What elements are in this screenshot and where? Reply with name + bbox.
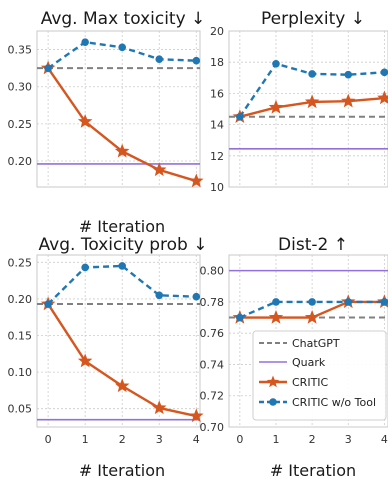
y-tick-label: 0.05 [8, 403, 33, 416]
y-tick-label: 0.70 [200, 421, 225, 434]
legend-label: Quark [292, 356, 326, 369]
y-tick-label: 12 [210, 150, 224, 163]
x-axis-label: # Iteration [79, 461, 165, 480]
panel-avg-max-toxicity: Avg. Max toxicity ↓ # Iteration 0.20 0.25… [8, 9, 206, 236]
panel-title: Perplexity ↓ [261, 9, 365, 29]
critic-wo-tool-marker [344, 298, 353, 306]
critic-wo-tool-marker [236, 313, 244, 322]
x-tick-label: 0 [236, 433, 243, 446]
y-tick-label: 0.25 [8, 118, 33, 131]
y-tick-label: 0.30 [8, 81, 33, 94]
critic-star-marker [189, 173, 204, 188]
critic-star-marker [152, 162, 167, 177]
critic-wo-tool-marker [192, 292, 201, 301]
y-tick-label: 0.74 [200, 358, 225, 371]
x-tick-label: 3 [156, 433, 163, 446]
x-tick-label: 4 [381, 433, 388, 446]
panel-perplexity: Perplexity ↓ 10 12 14 16 18 20 [210, 9, 388, 194]
critic-wo-tool-marker [81, 38, 89, 46]
y-tick-label: 0.10 [8, 366, 33, 379]
legend-box [252, 330, 387, 421]
critic-wo-tool-marker [344, 70, 353, 79]
critic-star-marker [304, 309, 320, 324]
legend: ChatGPT Quark CRITIC CRITIC w/o Tool [252, 330, 387, 421]
legend-label: CRITIC [292, 376, 329, 389]
x-tick-label: 2 [309, 433, 316, 446]
plot-area [36, 254, 201, 428]
y-tick-label: 0.20 [8, 293, 33, 306]
critic-wo-tool-marker [308, 70, 316, 78]
y-tick-label: 0.15 [8, 330, 33, 343]
x-tick-label: 1 [82, 433, 89, 446]
critic-wo-tool-marker [308, 298, 316, 306]
critic-wo-tool-series-line [47, 264, 197, 305]
x-tick-label: 4 [193, 433, 200, 446]
critic-star-marker [114, 378, 130, 393]
y-tick-label: 0.25 [8, 256, 33, 269]
legend-star-marker [266, 375, 280, 388]
x-tick-label: 1 [272, 433, 279, 446]
critic-wo-tool-marker [380, 298, 388, 306]
critic-star-marker [268, 309, 284, 324]
y-tick-label: 14 [210, 119, 224, 132]
critic-star-marker [341, 93, 356, 108]
critic-wo-tool-marker [118, 262, 127, 270]
plot-area [228, 30, 388, 188]
critic-star-marker [189, 408, 204, 423]
critic-wo-tool-marker [155, 291, 164, 300]
critic-wo-tool-marker [44, 300, 52, 308]
critic-wo-tool-marker [155, 55, 164, 64]
critic-wo-tool-marker [272, 59, 280, 68]
critic-wo-tool-marker [236, 113, 244, 121]
critic-star-marker [77, 114, 93, 128]
critic-wo-tool-marker [380, 68, 388, 77]
x-axis-label: # Iteration [270, 461, 356, 480]
x-axis-label: # Iteration [79, 217, 165, 236]
critic-star-marker [77, 353, 93, 368]
y-tick-label: 16 [210, 87, 224, 100]
y-tick-label: 0.20 [8, 155, 33, 168]
critic-wo-tool-marker [118, 43, 127, 52]
critic-star-marker [377, 90, 388, 105]
legend-label: CRITIC w/o Tool [292, 396, 376, 409]
y-tick-label: 18 [210, 56, 224, 69]
critic-wo-tool-marker [272, 298, 280, 306]
y-tick-label: 0.35 [8, 44, 33, 57]
y-tick-label: 10 [210, 181, 224, 194]
y-tick-label: 0.80 [200, 265, 225, 278]
y-tick-label: 20 [210, 25, 224, 38]
panel-title: Avg. Toxicity prob ↓ [39, 235, 208, 255]
critic-star-marker [268, 99, 284, 114]
y-tick-label: 0.76 [200, 327, 225, 340]
x-tick-label: 2 [119, 433, 126, 446]
critic-wo-tool-marker [192, 56, 201, 65]
legend-circle-marker [269, 398, 277, 406]
panel-title: Avg. Max toxicity ↓ [41, 9, 206, 29]
y-tick-label: 0.72 [200, 390, 225, 403]
x-tick-label: 0 [45, 433, 52, 446]
y-tick-label: 0.78 [200, 296, 225, 309]
legend-label: ChatGPT [292, 337, 340, 350]
panel-title: Dist-2 ↑ [278, 235, 348, 255]
critic-wo-tool-marker [81, 263, 89, 272]
critic-star-marker [152, 400, 167, 415]
critic-star-marker [114, 143, 130, 158]
critic-wo-tool-marker [44, 64, 52, 72]
critic-star-marker [304, 94, 320, 109]
panel-avg-toxicity-prob: Avg. Toxicity prob ↓ # Iteration 0.05 0.1… [8, 235, 208, 480]
x-tick-label: 3 [345, 433, 352, 446]
